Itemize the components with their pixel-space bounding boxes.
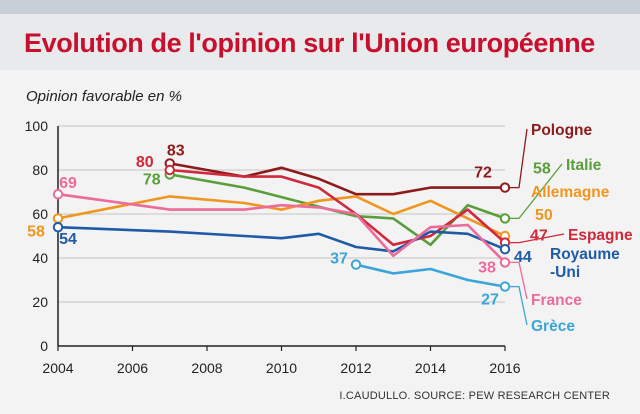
x-tick-label-2006: 2006 bbox=[117, 360, 148, 376]
legend-entry-allemagne: Allemagne bbox=[531, 184, 610, 201]
chart-title: Evolution de l'opinion sur l'Union europ… bbox=[0, 14, 640, 70]
legend-entry-gr-ce: Grèce bbox=[531, 318, 575, 335]
series-line-france bbox=[57, 192, 506, 264]
legend-entry-pologne: Pologne bbox=[531, 122, 593, 139]
series-line-gr-ce bbox=[355, 263, 506, 288]
y-tick-label-100: 100 bbox=[25, 118, 49, 134]
legend-connector-italie bbox=[509, 163, 563, 220]
source-credit: I.CAUDULLO. SOURCE: PEW RESEARCH CENTER bbox=[339, 390, 610, 402]
legend-entry-france: France bbox=[531, 292, 582, 309]
y-tick-label-40: 40 bbox=[32, 250, 48, 266]
y-tick-label-0: 0 bbox=[40, 338, 48, 354]
series-end-marker-france bbox=[499, 257, 511, 268]
x-tick-label-2012: 2012 bbox=[340, 360, 371, 376]
legend-entry-espagne: Espagne bbox=[568, 227, 633, 244]
y-tick-label-60: 60 bbox=[32, 206, 48, 222]
data-label-end-italie: 58 bbox=[533, 160, 551, 177]
legend-connector-gr-ce bbox=[509, 285, 528, 326]
data-label-start-france: 69 bbox=[59, 175, 77, 192]
x-tick-label-2014: 2014 bbox=[415, 360, 446, 376]
series-start-marker-gr-ce bbox=[350, 259, 362, 270]
series-line-royaume-uni bbox=[57, 225, 506, 253]
x-tick-label-2010: 2010 bbox=[266, 360, 297, 376]
series-start-marker-allemagne bbox=[52, 213, 64, 224]
data-label-start-gr-ce: 37 bbox=[330, 251, 348, 268]
top-band bbox=[0, 0, 640, 14]
legend-entry-royaume-uni: Royaume -Uni bbox=[550, 246, 620, 281]
legend-entry-part: -Uni bbox=[550, 264, 580, 281]
legend-connector-pologne bbox=[509, 128, 528, 189]
series-end-marker-gr-ce bbox=[499, 281, 511, 292]
series-end-marker-royaume-uni bbox=[499, 244, 511, 255]
series-start-marker-france bbox=[52, 189, 64, 200]
series-line-allemagne bbox=[57, 195, 506, 238]
legend-entry-part: France bbox=[531, 292, 582, 309]
series-line-italie bbox=[169, 173, 506, 247]
data-label-end-espagne: 47 bbox=[530, 228, 548, 245]
series-end-marker-pologne bbox=[499, 182, 511, 193]
series-start-marker-royaume-uni bbox=[52, 222, 64, 233]
legend-entry-italie: Italie bbox=[566, 157, 602, 174]
legend-entry-part: Pologne bbox=[531, 122, 593, 139]
legend-entry-part: Grèce bbox=[531, 318, 575, 335]
legend-entry-part: Royaume bbox=[550, 246, 620, 263]
data-label-start-espagne: 80 bbox=[136, 154, 154, 171]
data-label-end-gr-ce: 27 bbox=[481, 292, 499, 309]
legend-entry-part: Italie bbox=[566, 157, 602, 174]
y-axis-label: Opinion favorable en % bbox=[26, 88, 182, 105]
data-label-end-royaume-uni: 44 bbox=[514, 249, 532, 266]
data-label-start-royaume-uni: 54 bbox=[59, 231, 77, 248]
series-start-marker-espagne bbox=[164, 164, 175, 176]
data-label-end-allemagne: 50 bbox=[535, 207, 553, 224]
y-tick-label-80: 80 bbox=[32, 162, 48, 178]
legend-connector-france bbox=[509, 261, 528, 300]
data-label-start-italie: 78 bbox=[143, 171, 161, 188]
data-label-end-pologne: 72 bbox=[474, 165, 492, 182]
series-end-marker-italie bbox=[499, 213, 511, 224]
series-line-pologne bbox=[169, 162, 505, 196]
data-label-start-pologne: 83 bbox=[167, 142, 185, 159]
legend-connector-espagne bbox=[509, 233, 565, 244]
x-tick-label-2008: 2008 bbox=[191, 360, 222, 376]
data-label-end-france: 38 bbox=[478, 259, 496, 276]
y-tick-label-20: 20 bbox=[32, 294, 48, 310]
x-tick-label-2004: 2004 bbox=[42, 360, 73, 376]
data-label-start-allemagne: 58 bbox=[27, 223, 45, 240]
x-tick-label-2016: 2016 bbox=[489, 360, 520, 376]
legend-entry-part: Allemagne bbox=[531, 184, 610, 201]
legend-entry-part: Espagne bbox=[568, 227, 633, 244]
